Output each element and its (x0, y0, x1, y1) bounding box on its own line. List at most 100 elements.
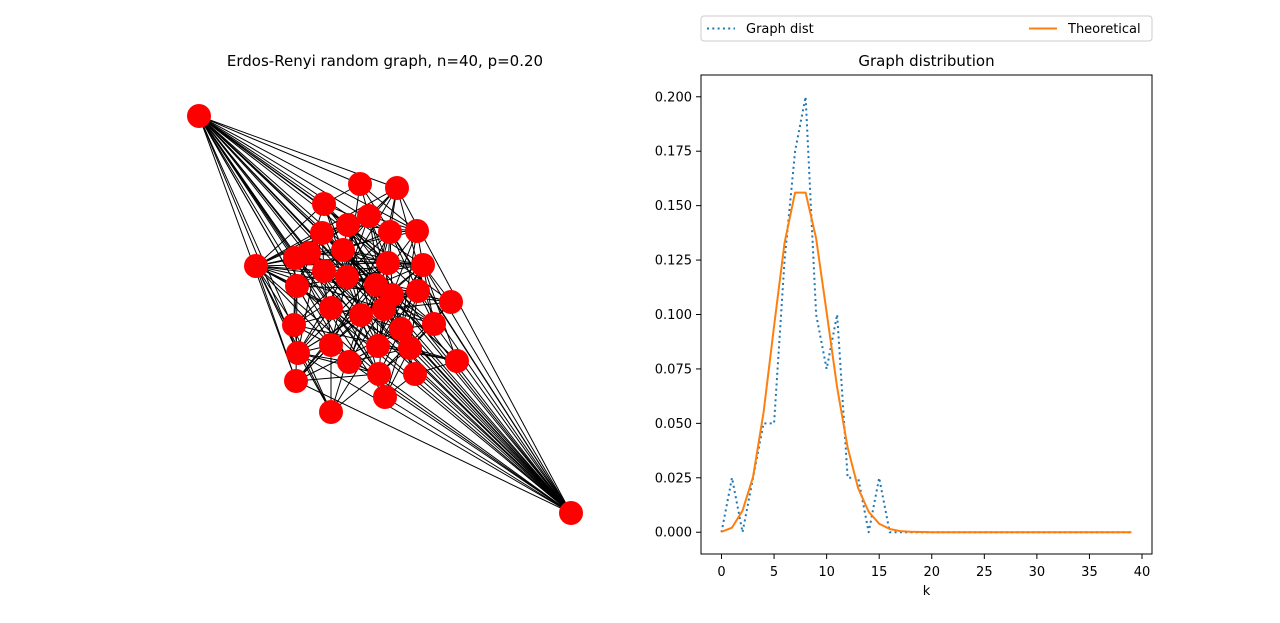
graph-edge (255, 265, 297, 382)
graph-node (398, 336, 422, 360)
y-tick-label: 0.100 (655, 308, 692, 323)
graph-edge (255, 265, 385, 310)
graph-edge (400, 328, 572, 514)
graph-edge (198, 115, 389, 264)
graph-node (411, 253, 435, 277)
graph-node (376, 251, 400, 275)
graph-edge (396, 187, 572, 514)
y-tick-label: 0.125 (655, 254, 692, 269)
graph-node (312, 192, 336, 216)
x-tick-label: 30 (1029, 565, 1046, 580)
graph-node (406, 279, 430, 303)
graph-edge (198, 115, 380, 375)
graph-node (285, 274, 309, 298)
graph-edge (297, 352, 572, 514)
x-tick-label: 0 (717, 565, 725, 580)
legend: Graph dist Theoretical (700, 15, 1153, 42)
x-tick-label: 10 (818, 565, 835, 580)
y-tick-label: 0.000 (655, 526, 692, 541)
graph-edge (294, 257, 572, 514)
series-line-theoretical (721, 191, 1132, 534)
graph-node (389, 317, 413, 341)
graph-node (336, 213, 360, 237)
x-tick-label: 15 (871, 565, 888, 580)
graph-edge (295, 284, 377, 382)
x-tick-label: 25 (976, 565, 993, 580)
graph-node (385, 176, 409, 200)
graph-edge (198, 115, 348, 278)
graph-edge (198, 115, 350, 363)
graph-edge (198, 115, 297, 382)
graph-node (284, 369, 308, 393)
y-tick-label: 0.025 (655, 471, 692, 486)
graph-node (283, 246, 307, 270)
x-tick-label: 20 (923, 565, 940, 580)
graph-node (378, 220, 402, 244)
graph-edge (255, 265, 332, 413)
graph-node (331, 238, 355, 262)
graph-edge (198, 115, 299, 354)
graph-edge (384, 396, 572, 514)
graph-title: Erdos-Renyi random graph, n=40, p=0.20 (227, 52, 543, 70)
graph-node (319, 296, 343, 320)
graph-node (439, 290, 463, 314)
series-layer (720, 95, 1132, 534)
graph-node (357, 204, 381, 228)
graph-node (244, 254, 268, 278)
graph-node (367, 362, 391, 386)
graph-node (319, 400, 343, 424)
graph-node (319, 333, 343, 357)
graph-node (559, 501, 583, 525)
graph-edge (330, 307, 380, 375)
graph-edge (295, 380, 572, 514)
legend-label-theoretical: Theoretical (1067, 22, 1141, 37)
graph-node (312, 259, 336, 283)
graph-node (405, 219, 429, 243)
x-axis-label: k (923, 584, 931, 599)
y-tick-label: 0.150 (655, 199, 692, 214)
graph-node (187, 104, 211, 128)
graph-nodes (187, 104, 583, 525)
y-tick-label: 0.200 (655, 90, 692, 105)
legend-frame (700, 15, 1153, 42)
graph-node (366, 334, 390, 358)
graph-edge (360, 314, 572, 514)
graph-edge (198, 115, 418, 232)
graph-edge (359, 183, 418, 232)
chart-title: Graph distribution (858, 52, 994, 70)
x-axis-ticks: 0 5 10 15 20 25 30 35 40 (717, 554, 1150, 580)
graph-edge (198, 115, 361, 185)
graph-edge (198, 115, 362, 316)
graph-node (373, 385, 397, 409)
graph-node (422, 312, 446, 336)
graph-edge (400, 230, 418, 330)
graph-node (445, 349, 469, 373)
x-tick-label: 40 (1134, 565, 1151, 580)
x-tick-label: 35 (1081, 565, 1098, 580)
graph-edge (255, 203, 325, 267)
y-tick-label: 0.175 (655, 145, 692, 160)
graph-edge (308, 252, 424, 266)
graph-edge (198, 115, 379, 347)
graph-edge (391, 294, 572, 514)
y-tick-label: 0.075 (655, 362, 692, 377)
graph-edge (378, 373, 572, 514)
graph-node (335, 265, 359, 289)
graph-edge (409, 347, 572, 514)
graph-node (310, 221, 334, 245)
graph-edge (295, 373, 380, 382)
graph-edge (198, 115, 402, 330)
graph-node (282, 313, 306, 337)
graph-node (286, 341, 310, 365)
graph-node (349, 303, 373, 327)
graph-node (337, 350, 361, 374)
plot-area (701, 75, 1152, 554)
graph-node (403, 362, 427, 386)
graph-edge (323, 203, 348, 278)
graph-node (372, 297, 396, 321)
graph-edge (414, 373, 572, 514)
distribution-panel: Graph dist Theoretical Graph distributio… (655, 15, 1153, 599)
x-tick-label: 5 (770, 565, 778, 580)
graph-panel: Erdos-Renyi random graph, n=40, p=0.20 (187, 52, 583, 525)
y-axis-ticks: 0.000 0.025 0.050 0.075 0.100 0.125 0.150 0.175… (655, 90, 701, 541)
